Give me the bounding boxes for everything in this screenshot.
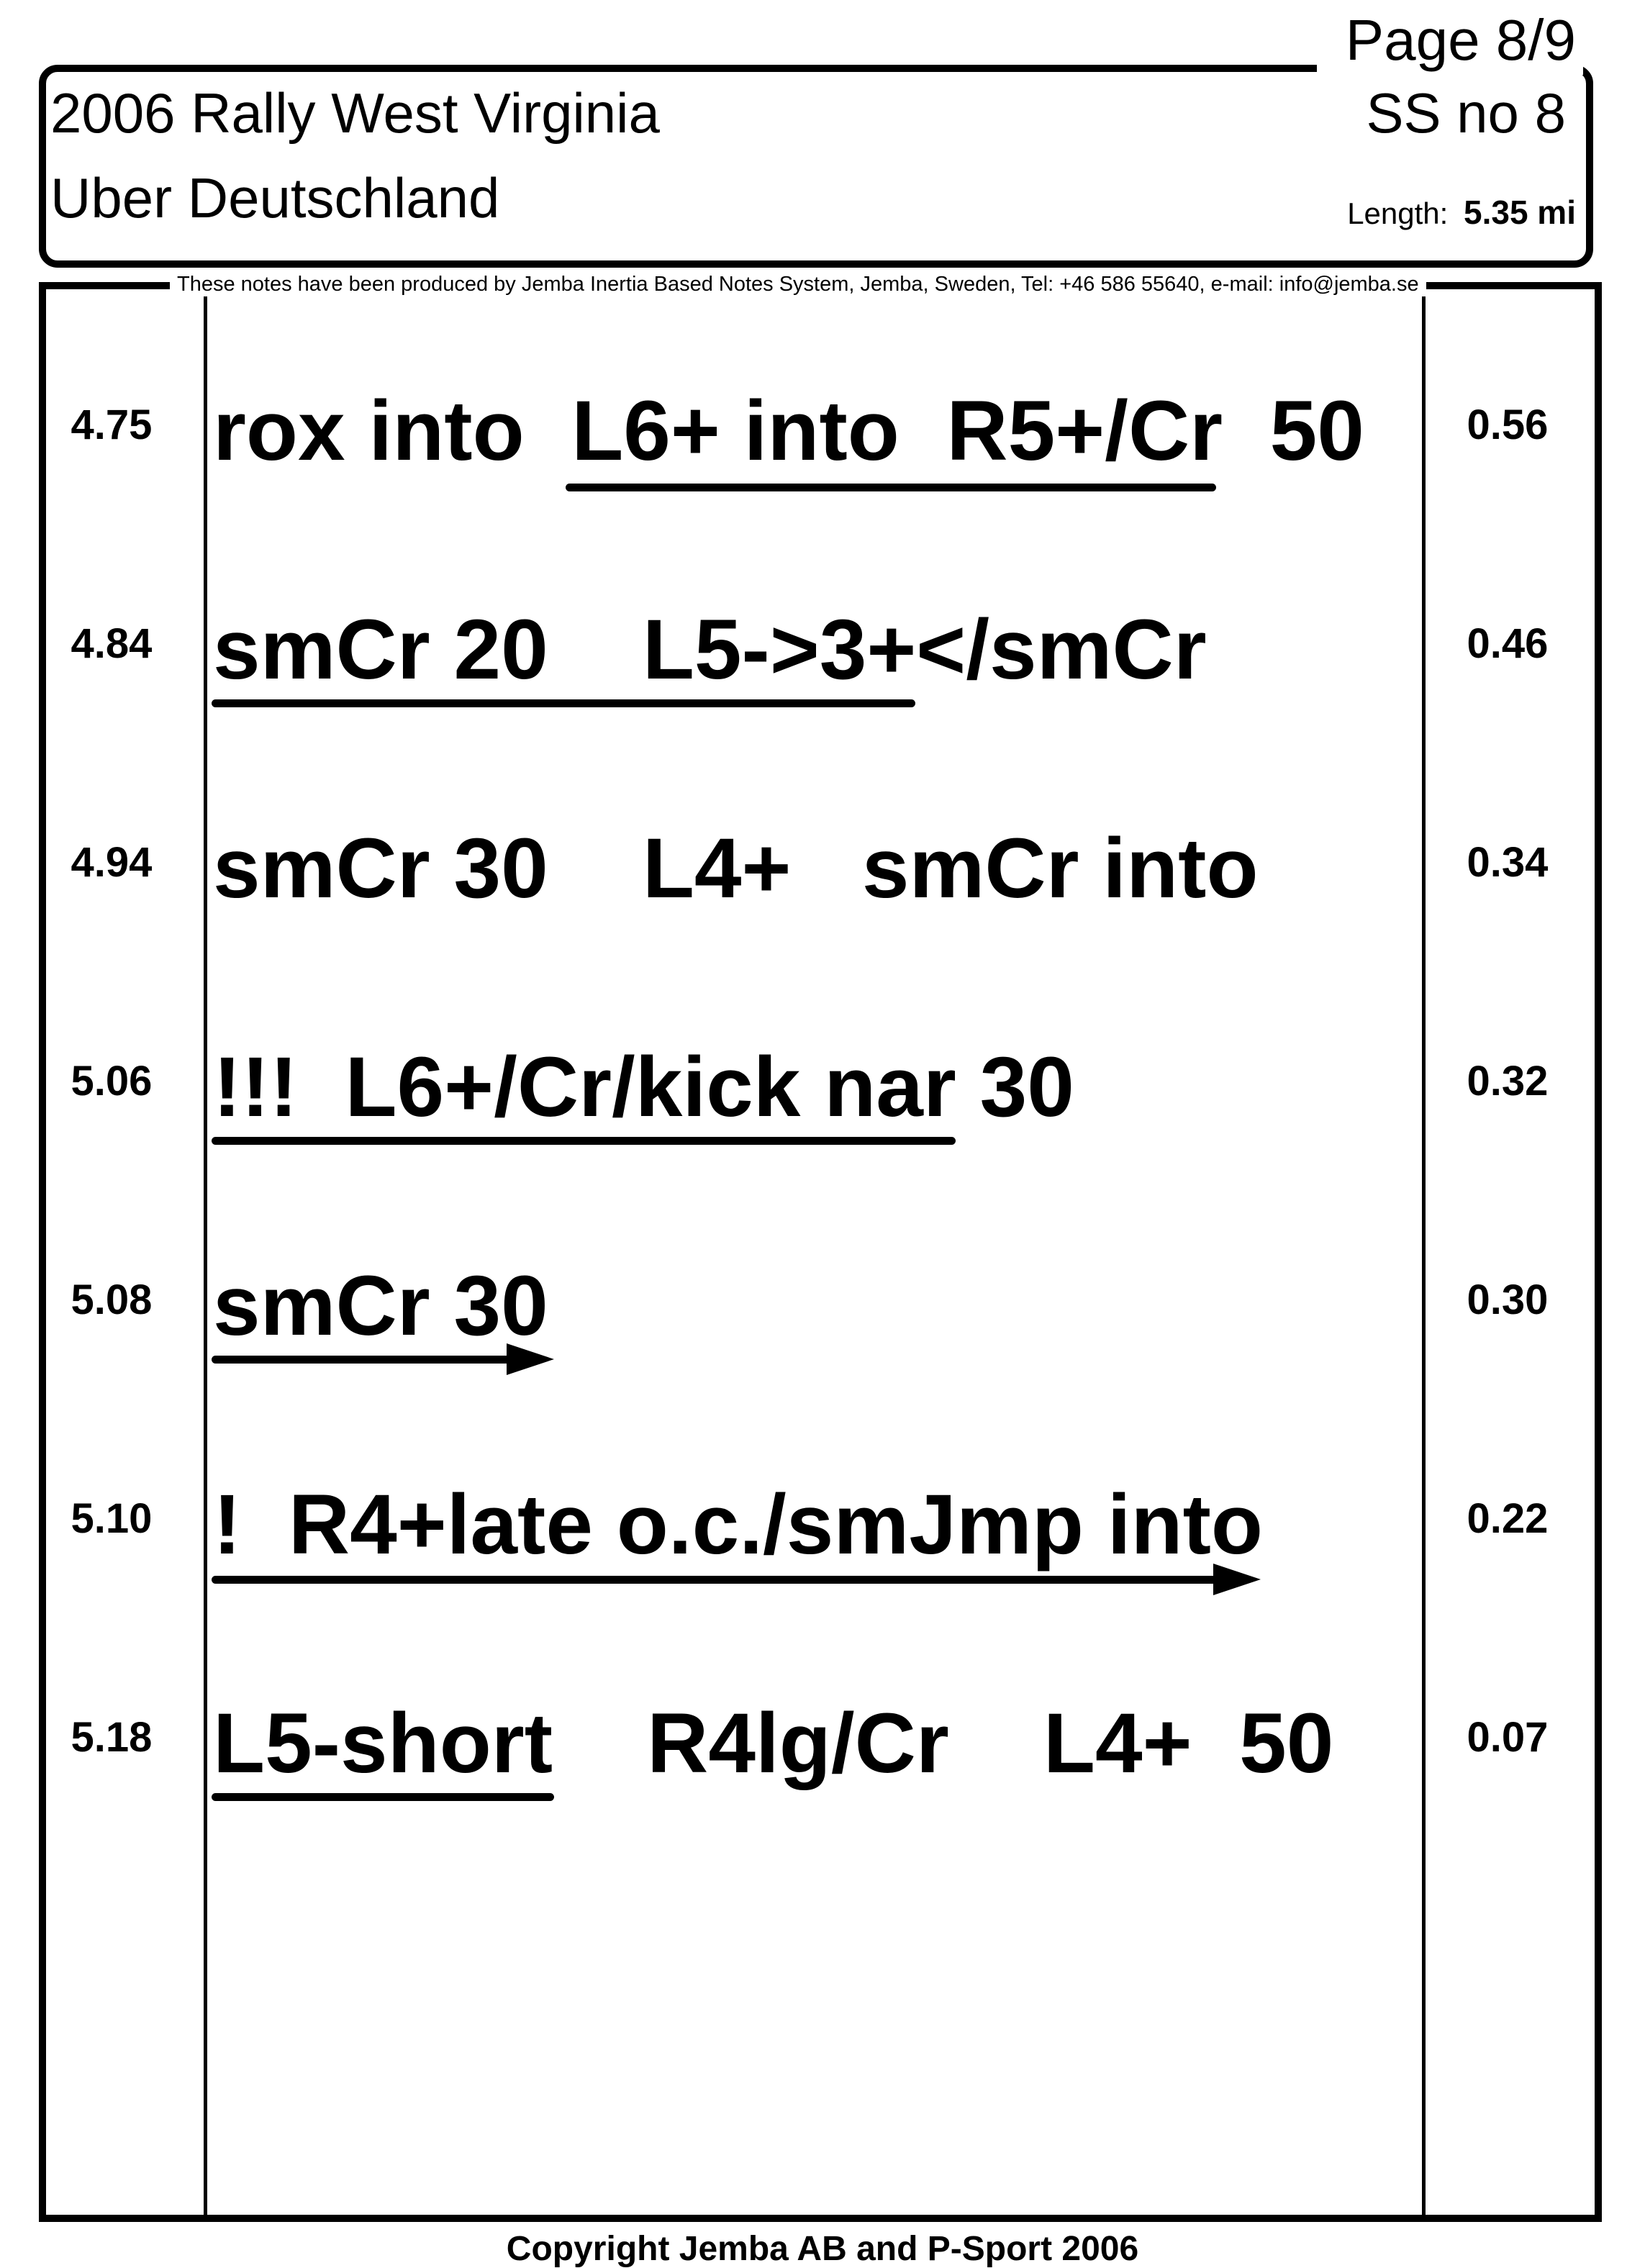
event-title: 2006 Rally West Virginia	[50, 81, 660, 145]
length-label: Length:	[1347, 196, 1449, 230]
header-border-gap	[1317, 60, 1583, 75]
pace-note: !!! L6+/Cr/kick nar 30	[213, 1040, 1074, 1135]
arrow-line	[212, 1356, 514, 1364]
pace-note: smCr 30	[213, 1258, 548, 1353]
note-row: 4.94 smCr 30 L4+ smCr into 0.34	[0, 826, 1645, 986]
distance-remaining: 0.30	[1467, 1276, 1549, 1323]
note-row: 4.75 rox into L6+ into R5+/Cr 50 0.56	[0, 389, 1645, 548]
arrow-head-icon	[507, 1343, 554, 1375]
left-column-divider	[204, 288, 207, 2216]
note-row: 5.18 L5-short R4lg/Cr L4+ 50 0.07	[0, 1701, 1645, 1861]
distance-remaining: 0.22	[1467, 1495, 1549, 1542]
header-box	[39, 65, 1593, 268]
underline	[212, 1137, 956, 1145]
stage-name: Uber Deutschland	[50, 166, 500, 230]
underline	[566, 484, 1216, 491]
producer-note: These notes have been produced by Jemba …	[170, 272, 1426, 296]
pace-note: rox into L6+ into R5+/Cr 50	[213, 384, 1364, 478]
note-row: 4.84 smCr 20 L5->3+</smCr 0.46	[0, 607, 1645, 767]
underline	[212, 1793, 554, 1801]
length-value: 5.35 mi	[1464, 194, 1576, 231]
note-row: 5.06 !!! L6+/Cr/kick nar 30 0.32	[0, 1045, 1645, 1205]
stage-length: Length: 5.35 mi	[1347, 196, 1576, 229]
distance-from-start: 4.94	[71, 839, 153, 886]
copyright-notice: Copyright Jemba AB and P-Sport 2006	[506, 2230, 1139, 2268]
right-column-divider	[1422, 288, 1426, 2216]
underline	[212, 699, 915, 707]
pace-note: smCr 20 L5->3+</smCr	[213, 602, 1207, 697]
distance-from-start: 5.08	[71, 1276, 153, 1323]
page-number: Page 8/9	[1345, 8, 1576, 72]
distance-remaining: 0.56	[1467, 402, 1549, 448]
note-row: 5.08 smCr 30 0.30	[0, 1264, 1645, 1423]
distance-remaining: 0.32	[1467, 1058, 1549, 1104]
pace-note: ! R4+late o.c./smJmp into	[213, 1477, 1263, 1572]
note-row: 5.10 ! R4+late o.c./smJmp into 0.22	[0, 1482, 1645, 1642]
distance-remaining: 0.07	[1467, 1714, 1549, 1761]
arrow-line	[212, 1576, 1219, 1584]
stage-number: SS no 8	[1366, 81, 1566, 145]
arrow-head-icon	[1213, 1564, 1261, 1595]
distance-from-start: 5.06	[71, 1058, 153, 1104]
distance-from-start: 5.10	[71, 1495, 153, 1542]
distance-remaining: 0.46	[1467, 620, 1549, 667]
pace-note: L5-short R4lg/Cr L4+ 50	[213, 1696, 1334, 1791]
distance-remaining: 0.34	[1467, 839, 1549, 886]
pace-note: smCr 30 L4+ smCr into	[213, 821, 1259, 916]
distance-from-start: 4.75	[71, 402, 153, 448]
distance-from-start: 5.18	[71, 1714, 153, 1761]
distance-from-start: 4.84	[71, 620, 153, 667]
notes-frame	[39, 282, 1602, 2222]
